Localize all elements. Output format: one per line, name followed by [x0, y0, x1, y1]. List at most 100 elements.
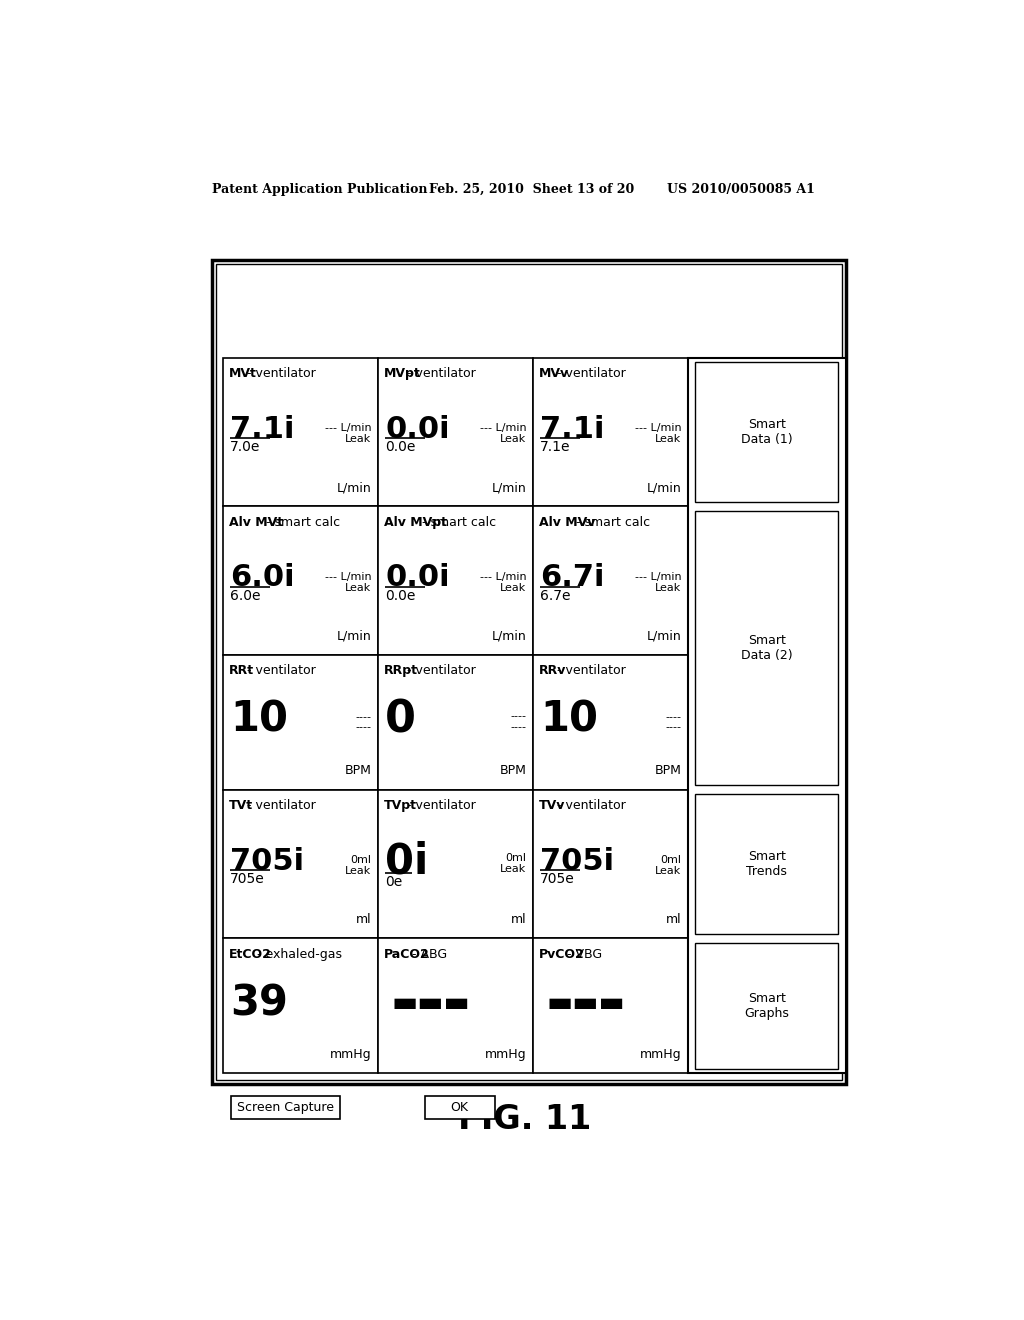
Text: ----: ----: [510, 722, 526, 731]
Text: --- L/min: --- L/min: [635, 424, 681, 433]
Bar: [687, 358, 846, 1073]
Text: - ventilator: - ventilator: [553, 367, 626, 380]
Text: ml: ml: [355, 913, 372, 927]
Text: 7.1e: 7.1e: [541, 441, 570, 454]
Text: 0ml: 0ml: [660, 855, 681, 865]
Bar: [695, 795, 838, 933]
Bar: [222, 655, 378, 789]
Bar: [532, 939, 687, 1073]
Text: Leak: Leak: [345, 434, 372, 444]
Bar: [532, 507, 687, 655]
Text: - ABG: - ABG: [408, 948, 446, 961]
Text: --- L/min: --- L/min: [479, 572, 526, 582]
Text: 705e: 705e: [230, 873, 265, 886]
Text: 7.1i: 7.1i: [230, 414, 295, 444]
Text: ▬▬▬: ▬▬▬: [391, 989, 470, 1018]
Text: RRv: RRv: [539, 664, 566, 677]
Text: 0.0e: 0.0e: [385, 589, 416, 603]
Text: 0.0e: 0.0e: [385, 441, 416, 454]
Text: Feb. 25, 2010  Sheet 13 of 20: Feb. 25, 2010 Sheet 13 of 20: [429, 183, 634, 197]
Text: Leak: Leak: [655, 866, 681, 876]
Text: US 2010/0050085 A1: US 2010/0050085 A1: [667, 183, 814, 197]
Text: L/min: L/min: [492, 480, 526, 494]
Text: BPM: BPM: [654, 764, 681, 777]
Text: Leak: Leak: [345, 866, 372, 876]
Text: --- L/min: --- L/min: [635, 572, 681, 582]
Text: ml: ml: [666, 913, 681, 927]
Text: 0: 0: [385, 698, 417, 742]
Text: Smart
Graphs: Smart Graphs: [744, 991, 790, 1020]
Text: EtCO2: EtCO2: [228, 948, 271, 961]
Text: 10: 10: [541, 698, 598, 741]
Text: L/min: L/min: [646, 480, 681, 494]
Text: 7.1i: 7.1i: [541, 414, 605, 444]
Text: 6.7i: 6.7i: [541, 564, 605, 593]
Text: OK: OK: [451, 1101, 469, 1114]
Text: Patent Application Publication: Patent Application Publication: [212, 183, 427, 197]
Text: PaCO2: PaCO2: [384, 948, 429, 961]
Text: - ventilator: - ventilator: [403, 367, 476, 380]
Text: MVv: MVv: [539, 367, 569, 380]
Bar: [231, 1096, 340, 1119]
Text: Leak: Leak: [345, 582, 372, 593]
Text: - ventilator: - ventilator: [243, 664, 316, 677]
Text: 0e: 0e: [385, 875, 402, 890]
Bar: [222, 358, 378, 507]
Bar: [695, 942, 838, 1069]
Text: 0.0i: 0.0i: [385, 414, 450, 444]
Text: Leak: Leak: [655, 582, 681, 593]
Text: - exhaled-gas: - exhaled-gas: [253, 948, 342, 961]
Text: - ventilator: - ventilator: [243, 367, 316, 380]
Text: mmHg: mmHg: [484, 1048, 526, 1061]
Text: ----: ----: [510, 711, 526, 721]
Bar: [212, 260, 846, 1084]
Text: - ventilator: - ventilator: [553, 799, 626, 812]
Text: mmHg: mmHg: [640, 1048, 681, 1061]
Text: L/min: L/min: [492, 630, 526, 643]
Text: ----: ----: [355, 711, 372, 722]
Bar: [222, 507, 378, 655]
Text: TVv: TVv: [539, 799, 565, 812]
Text: Leak: Leak: [500, 582, 526, 593]
Bar: [378, 655, 532, 789]
Bar: [378, 507, 532, 655]
Text: FIG. 11: FIG. 11: [458, 1104, 592, 1135]
Bar: [216, 264, 842, 1080]
Text: Leak: Leak: [500, 434, 526, 444]
Text: 705e: 705e: [541, 873, 575, 886]
Bar: [222, 939, 378, 1073]
Text: ----: ----: [666, 711, 681, 722]
Text: 7.0e: 7.0e: [230, 441, 261, 454]
Text: 0i: 0i: [385, 840, 429, 882]
Text: Alv MVt: Alv MVt: [228, 516, 283, 529]
Text: MVpt: MVpt: [384, 367, 421, 380]
Text: PvCO2: PvCO2: [539, 948, 585, 961]
Text: 10: 10: [230, 698, 289, 741]
Bar: [425, 1096, 495, 1119]
Text: 705i: 705i: [541, 846, 614, 875]
Text: - smart calc: - smart calc: [572, 516, 650, 529]
Text: mmHg: mmHg: [330, 1048, 372, 1061]
Text: L/min: L/min: [337, 630, 372, 643]
Text: L/min: L/min: [646, 630, 681, 643]
Text: ----: ----: [666, 722, 681, 733]
Text: Screen Capture: Screen Capture: [237, 1101, 334, 1114]
Text: ▬▬▬: ▬▬▬: [547, 989, 626, 1018]
Text: 0ml: 0ml: [506, 853, 526, 863]
Text: 0ml: 0ml: [350, 855, 372, 865]
Bar: [378, 939, 532, 1073]
Text: 39: 39: [230, 982, 288, 1024]
Text: --- L/min: --- L/min: [325, 424, 372, 433]
Text: BPM: BPM: [500, 764, 526, 777]
Text: RRpt: RRpt: [384, 664, 418, 677]
Text: Smart
Data (1): Smart Data (1): [740, 418, 793, 446]
Bar: [695, 511, 838, 785]
Text: - smart calc: - smart calc: [262, 516, 341, 529]
Text: 0.0i: 0.0i: [385, 564, 450, 593]
Text: BPM: BPM: [344, 764, 372, 777]
Text: --- L/min: --- L/min: [325, 572, 372, 582]
Text: 6.0i: 6.0i: [230, 564, 295, 593]
Text: ----: ----: [355, 722, 372, 733]
Bar: [532, 789, 687, 939]
Text: L/min: L/min: [337, 480, 372, 494]
